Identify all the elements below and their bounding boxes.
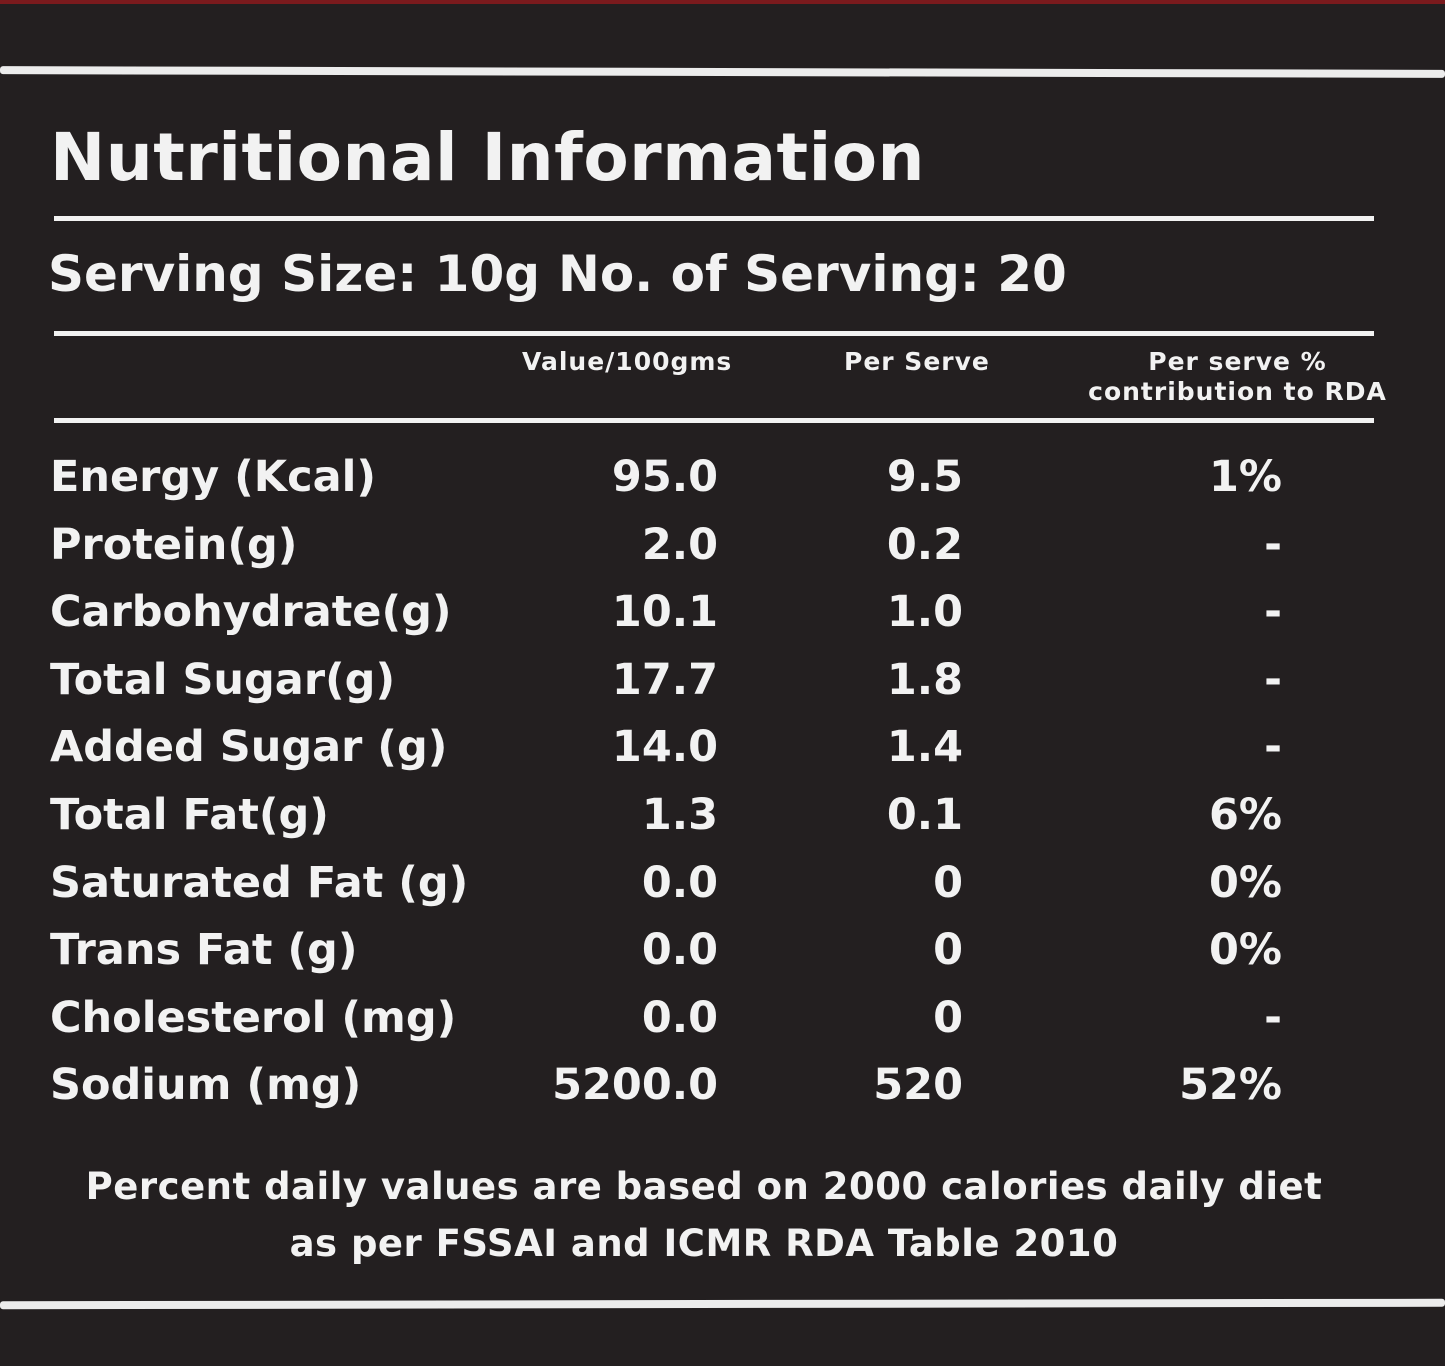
value-per-serve: 1.4	[886, 722, 963, 773]
bottom-border-line	[0, 1298, 1445, 1310]
nutrient-label: Energy (Kcal)	[50, 452, 377, 502]
table-row: Added Sugar (g) 14.0 1.4 -	[0, 713, 1445, 781]
column-header-rda: Per serve % contribution to RDA	[1088, 347, 1387, 406]
value-per-serve: 1.0	[886, 587, 963, 638]
table-row: Energy (Kcal) 95.0 9.5 1%	[0, 443, 1445, 511]
nutrient-label: Carbohydrate(g)	[50, 587, 452, 638]
column-header-per-100g: Value/100gms	[522, 347, 733, 376]
serving-size: Serving Size: 10g	[48, 245, 541, 303]
serving-count: No. of Serving: 20	[558, 245, 1067, 303]
value-per-serve: 1.8	[886, 654, 963, 705]
value-rda: 0%	[1208, 857, 1282, 908]
footnote-line-1: Percent daily values are based on 2000 c…	[85, 1165, 1323, 1208]
value-rda: 52%	[1179, 1060, 1282, 1111]
value-per-100g: 14.0	[611, 722, 718, 773]
column-header-per-serve: Per Serve	[844, 347, 990, 376]
serving-divider	[54, 331, 1374, 336]
value-per-serve: 0	[933, 857, 963, 908]
value-per-100g: 17.7	[611, 654, 718, 705]
value-per-serve: 0	[933, 992, 963, 1043]
serving-info: Serving Size: 10g No. of Serving: 20	[48, 243, 1067, 305]
table-row: Total Fat(g) 1.3 0.1 6%	[0, 781, 1445, 849]
value-per-serve: 9.5	[886, 452, 963, 502]
table-row: Sodium (mg) 5200.0 520 52%	[0, 1051, 1445, 1119]
nutrient-label: Added Sugar (g)	[50, 722, 448, 773]
nutrient-label: Sodium (mg)	[50, 1060, 362, 1111]
table-row: Cholesterol (mg) 0.0 0 -	[0, 984, 1445, 1052]
nutrient-label: Trans Fat (g)	[50, 925, 358, 976]
nutrient-label: Cholesterol (mg)	[50, 992, 457, 1043]
value-per-100g: 0.0	[641, 857, 718, 908]
footnote: Percent daily values are based on 2000 c…	[0, 1158, 1408, 1272]
value-rda: 0%	[1208, 925, 1282, 976]
nutrient-label: Saturated Fat (g)	[50, 857, 469, 908]
footnote-line-2: as per FSSAI and ICMR RDA Table 2010	[289, 1222, 1119, 1265]
table-row: Total Sugar(g) 17.7 1.8 -	[0, 646, 1445, 714]
value-per-serve: 0	[933, 925, 963, 976]
value-per-100g: 2.0	[641, 519, 718, 570]
nutrient-label: Protein(g)	[50, 519, 298, 570]
table-row: Trans Fat (g) 0.0 0 0%	[0, 916, 1445, 984]
value-rda: -	[1264, 722, 1282, 773]
value-per-serve: 0.2	[886, 519, 963, 570]
value-per-serve: 0.1	[886, 789, 963, 840]
value-rda: -	[1264, 587, 1282, 638]
table-row: Saturated Fat (g) 0.0 0 0%	[0, 849, 1445, 917]
title-divider	[54, 216, 1374, 221]
top-border-line	[0, 66, 1445, 78]
value-per-100g: 95.0	[611, 452, 718, 502]
nutrient-label: Total Sugar(g)	[50, 654, 396, 705]
value-rda: 1%	[1208, 452, 1282, 502]
header-divider	[54, 418, 1374, 423]
nutrition-table: Energy (Kcal) 95.0 9.5 1% Protein(g) 2.0…	[0, 443, 1445, 1119]
table-row: Protein(g) 2.0 0.2 -	[0, 511, 1445, 579]
value-rda: -	[1264, 654, 1282, 705]
value-rda: -	[1264, 992, 1282, 1043]
value-per-100g: 5200.0	[552, 1060, 718, 1111]
value-per-100g: 0.0	[641, 925, 718, 976]
value-rda: 6%	[1208, 789, 1282, 840]
nutrient-label: Total Fat(g)	[50, 789, 329, 840]
value-per-100g: 1.3	[641, 789, 718, 840]
value-per-100g: 0.0	[641, 992, 718, 1043]
top-accent-bar	[0, 0, 1445, 4]
value-per-serve: 520	[873, 1060, 963, 1111]
value-rda: -	[1264, 519, 1282, 570]
value-per-100g: 10.1	[611, 587, 718, 638]
table-row: Carbohydrate(g) 10.1 1.0 -	[0, 578, 1445, 646]
page-title: Nutritional Information	[50, 119, 926, 196]
